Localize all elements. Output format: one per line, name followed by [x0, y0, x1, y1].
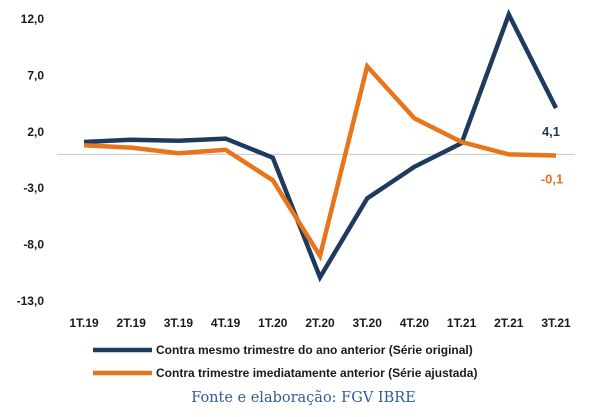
data-label-series-1: 4,1	[542, 124, 560, 139]
legend: Contra mesmo trimestre do ano anterior (…	[93, 343, 477, 380]
end-data-labels: 4,1 -0,1	[541, 124, 563, 186]
legend-label-1: Contra mesmo trimestre do ano anterior (…	[156, 343, 473, 357]
x-axis-ticks: 1T.19 2T.19 3T.19 4T.19 1T.20 2T.20 3T.20 4T.20…	[69, 316, 571, 330]
series-line-1	[83, 8, 559, 283]
data-label-series-2: -0,1	[541, 171, 563, 186]
source-note: Fonte e elaboração: FGV IBRE	[191, 390, 416, 406]
x-tick-label: 1T.20	[258, 316, 288, 330]
legend-label-2: Contra trimestre imediatamente anterior …	[156, 366, 477, 380]
y-tick-label: -8,0	[23, 238, 44, 252]
x-tick-label: 4T.20	[400, 316, 430, 330]
y-tick-label: 7,0	[27, 68, 44, 82]
y-tick-label: -13,0	[17, 294, 45, 308]
y-tick-label: 2,0	[27, 125, 44, 139]
series-lines	[83, 8, 559, 283]
line-chart: 12,0 7,0 2,0 -3,0 -8,0 -13,0 1T.19 2T.19 3T.19 4…	[17, 8, 575, 380]
x-tick-label: 1T.19	[69, 316, 99, 330]
x-tick-label: 3T.19	[164, 316, 194, 330]
y-axis-ticks: 12,0 7,0 2,0 -3,0 -8,0 -13,0	[17, 12, 45, 308]
series-line-2	[83, 61, 557, 262]
x-tick-label: 2T.19	[117, 316, 147, 330]
x-tick-label: 4T.19	[211, 316, 241, 330]
x-tick-label: 2T.20	[305, 316, 335, 330]
x-tick-label: 2T.21	[494, 316, 524, 330]
y-tick-label: 12,0	[21, 12, 45, 26]
x-tick-label: 3T.20	[353, 316, 383, 330]
x-tick-label: 3T.21	[541, 316, 571, 330]
y-tick-label: -3,0	[23, 181, 44, 195]
x-tick-label: 1T.21	[447, 316, 477, 330]
